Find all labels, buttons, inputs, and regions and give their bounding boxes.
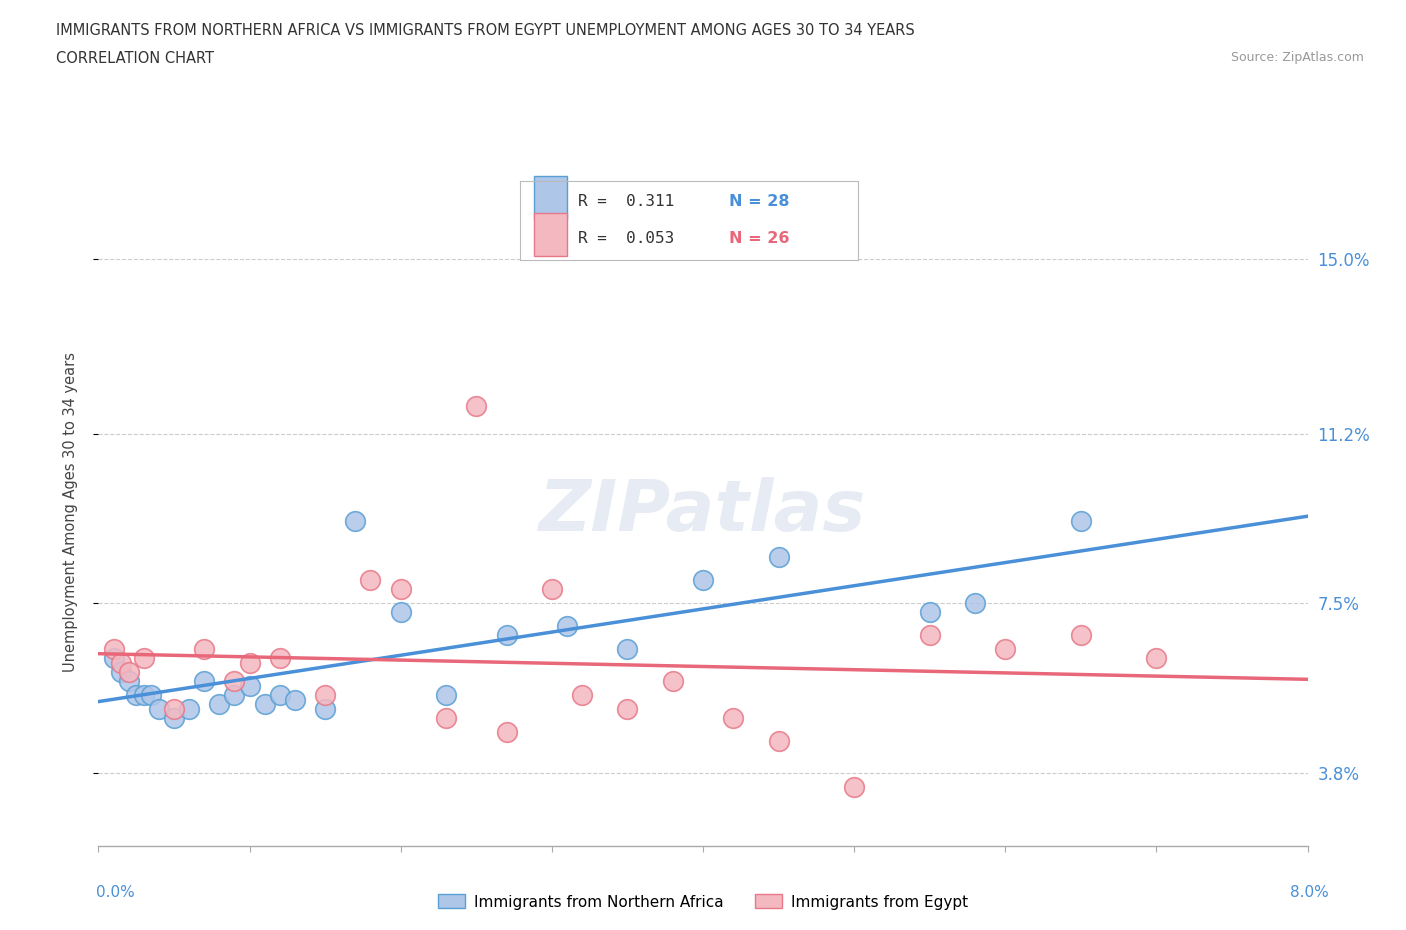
Bar	[534, 176, 568, 219]
Point	[389, 604, 412, 619]
Point	[269, 687, 291, 702]
Point	[110, 665, 132, 680]
Point	[344, 513, 367, 528]
Point	[555, 618, 578, 633]
Point	[768, 550, 790, 565]
Point	[314, 701, 336, 716]
Point	[692, 573, 714, 588]
Point	[163, 701, 186, 716]
Bar	[534, 213, 568, 257]
Point	[541, 582, 564, 597]
Text: R =  0.053: R = 0.053	[578, 231, 673, 246]
Point	[208, 697, 231, 711]
Point	[314, 687, 336, 702]
Point	[224, 673, 246, 688]
Text: R =  0.311: R = 0.311	[578, 193, 673, 208]
Text: 8.0%: 8.0%	[1289, 885, 1329, 900]
Point	[495, 724, 517, 739]
Point	[110, 656, 132, 671]
Point	[1070, 513, 1092, 528]
Point	[571, 687, 593, 702]
Point	[616, 701, 638, 716]
Point	[103, 642, 125, 657]
Point	[284, 692, 307, 707]
Point	[179, 701, 201, 716]
Text: ZIPatlas: ZIPatlas	[540, 477, 866, 546]
Point	[965, 596, 987, 611]
Point	[118, 673, 141, 688]
Text: CORRELATION CHART: CORRELATION CHART	[56, 51, 214, 66]
Point	[918, 628, 941, 643]
Point	[768, 734, 790, 749]
Point	[253, 697, 276, 711]
Point	[224, 687, 246, 702]
Text: IMMIGRANTS FROM NORTHERN AFRICA VS IMMIGRANTS FROM EGYPT UNEMPLOYMENT AMONG AGES: IMMIGRANTS FROM NORTHERN AFRICA VS IMMIG…	[56, 23, 915, 38]
Point	[918, 604, 941, 619]
Point	[148, 701, 170, 716]
Point	[994, 642, 1017, 657]
Point	[141, 687, 163, 702]
Point	[239, 656, 262, 671]
Point	[389, 582, 412, 597]
Point	[125, 687, 148, 702]
Point	[616, 642, 638, 657]
Point	[132, 651, 155, 666]
Text: 0.0%: 0.0%	[96, 885, 135, 900]
Point	[1146, 651, 1168, 666]
Point	[465, 399, 488, 414]
Point	[118, 665, 141, 680]
Point	[723, 711, 745, 725]
Point	[495, 628, 517, 643]
Point	[844, 779, 866, 794]
Y-axis label: Unemployment Among Ages 30 to 34 years: Unemployment Among Ages 30 to 34 years	[63, 352, 77, 671]
Point	[239, 678, 262, 693]
Legend: Immigrants from Northern Africa, Immigrants from Egypt: Immigrants from Northern Africa, Immigra…	[432, 888, 974, 916]
Point	[1070, 628, 1092, 643]
Point	[360, 573, 382, 588]
Text: N = 26: N = 26	[730, 231, 790, 246]
Point	[132, 687, 155, 702]
Point	[193, 642, 215, 657]
Point	[434, 711, 457, 725]
Point	[434, 687, 457, 702]
Text: Source: ZipAtlas.com: Source: ZipAtlas.com	[1230, 51, 1364, 64]
Text: N = 28: N = 28	[730, 193, 790, 208]
Point	[269, 651, 291, 666]
Point	[163, 711, 186, 725]
Point	[193, 673, 215, 688]
Point	[103, 651, 125, 666]
Point	[662, 673, 685, 688]
